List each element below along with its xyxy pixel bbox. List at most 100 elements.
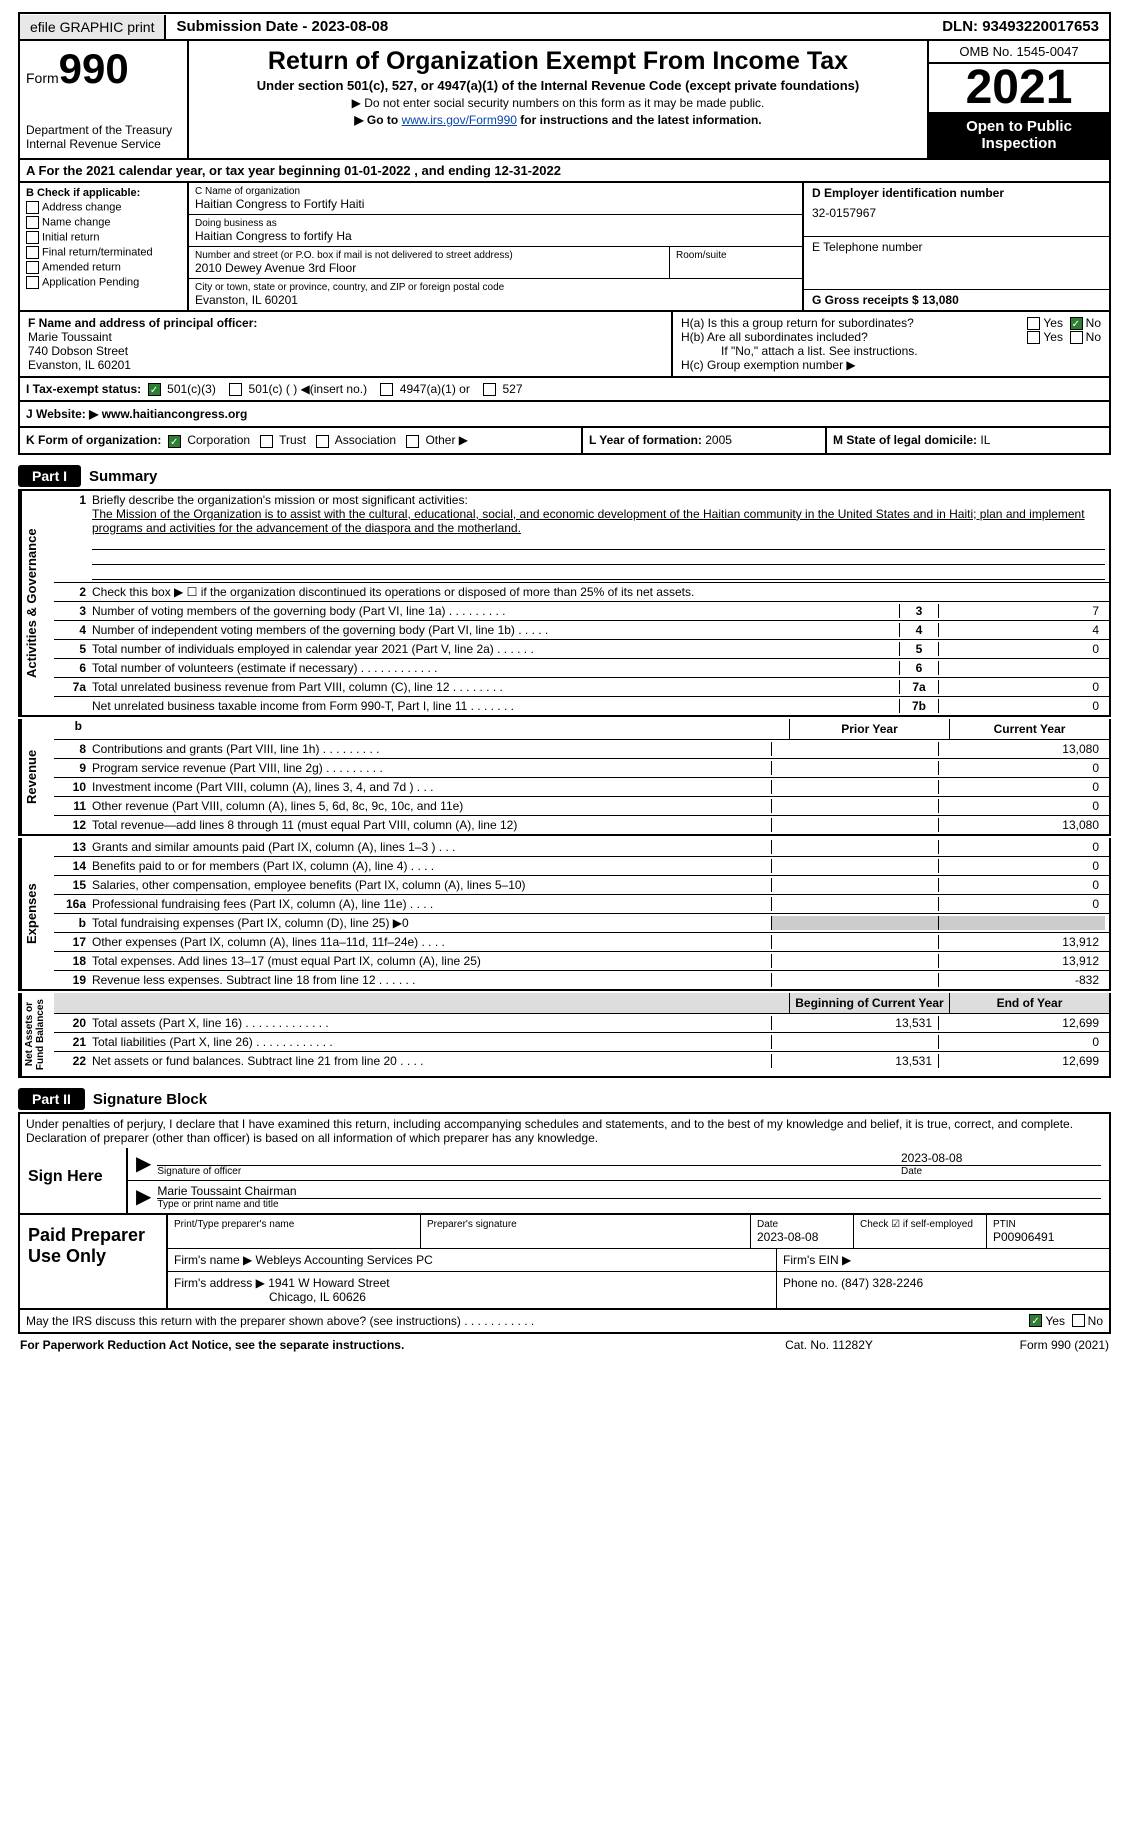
officer-group-block: F Name and address of principal officer:…: [18, 312, 1111, 378]
tax-exempt-status: I Tax-exempt status: 501(c)(3) 501(c) ( …: [18, 378, 1111, 402]
line-9: 9Program service revenue (Part VIII, lin…: [54, 759, 1109, 778]
hb-note: If "No," attach a list. See instructions…: [681, 344, 1101, 358]
arrow-icon: ▶: [136, 1151, 151, 1177]
form-subtitle: Under section 501(c), 527, or 4947(a)(1)…: [199, 78, 917, 93]
org-form-checkbox[interactable]: [168, 435, 181, 448]
officer-addr1: 740 Dobson Street: [28, 344, 663, 358]
hc-line: H(c) Group exemption number ▶: [681, 358, 1101, 372]
ein-label: D Employer identification number: [812, 186, 1101, 200]
checkbox-final-return-terminated[interactable]: Final return/terminated: [26, 246, 181, 259]
discuss-no-checkbox[interactable]: [1072, 1314, 1085, 1327]
line-13: 13Grants and similar amounts paid (Part …: [54, 838, 1109, 857]
ha-line: H(a) Is this a group return for subordin…: [681, 316, 1101, 330]
dba-label: Doing business as: [195, 218, 796, 229]
form-of-org: K Form of organization: Corporation Trus…: [18, 428, 1111, 454]
ssn-notice: ▶ Do not enter social security numbers o…: [199, 96, 917, 110]
entity-block: B Check if applicable: Address change Nam…: [18, 183, 1111, 312]
street: 2010 Dewey Avenue 3rd Floor: [195, 261, 663, 275]
dba: Haitian Congress to fortify Ha: [195, 229, 796, 243]
checkbox-amended-return[interactable]: Amended return: [26, 261, 181, 274]
status-checkbox[interactable]: [229, 383, 242, 396]
city-label: City or town, state or province, country…: [195, 282, 796, 293]
line-16a: 16aProfessional fundraising fees (Part I…: [54, 895, 1109, 914]
signer-name: Marie Toussaint Chairman: [157, 1184, 1101, 1199]
open-to-public: Open to Public Inspection: [929, 112, 1109, 158]
ha-no-checkbox[interactable]: [1070, 317, 1083, 330]
firm-phone: (847) 328-2246: [841, 1276, 923, 1290]
org-name: Haitian Congress to Fortify Haiti: [195, 197, 796, 211]
line-19: 19Revenue less expenses. Subtract line 1…: [54, 971, 1109, 989]
tax-year-range: A For the 2021 calendar year, or tax yea…: [18, 160, 1111, 183]
part1-title: Summary: [89, 468, 157, 485]
line-15: 15Salaries, other compensation, employee…: [54, 876, 1109, 895]
org-form-checkbox[interactable]: [406, 435, 419, 448]
checkbox-name-change[interactable]: Name change: [26, 216, 181, 229]
hb-no-checkbox[interactable]: [1070, 331, 1083, 344]
ha-yes-checkbox[interactable]: [1027, 317, 1040, 330]
line-11: 11Other revenue (Part VIII, column (A), …: [54, 797, 1109, 816]
part1-bar: Part I: [18, 465, 81, 487]
line-14: 14Benefits paid to or for members (Part …: [54, 857, 1109, 876]
goto-link-line: ▶ Go to www.irs.gov/Form990 for instruct…: [199, 113, 917, 127]
line-12: 12Total revenue—add lines 8 through 11 (…: [54, 816, 1109, 834]
mission-text: The Mission of the Organization is to as…: [92, 507, 1105, 535]
penalties-text: Under penalties of perjury, I declare th…: [18, 1112, 1111, 1148]
line-6: 6Total number of volunteers (estimate if…: [54, 659, 1109, 678]
line-10: 10Investment income (Part VIII, column (…: [54, 778, 1109, 797]
checkbox-application-pending[interactable]: Application Pending: [26, 276, 181, 289]
discuss-yes-checkbox[interactable]: [1029, 1314, 1042, 1327]
line-20: 20Total assets (Part X, line 16) . . . .…: [54, 1014, 1109, 1033]
line-21: 21Total liabilities (Part X, line 26) . …: [54, 1033, 1109, 1052]
paid-preparer-block: Paid Preparer Use Only Print/Type prepar…: [18, 1215, 1111, 1310]
checkbox-initial-return[interactable]: Initial return: [26, 231, 181, 244]
gross-receipts: G Gross receipts $ 13,080: [812, 293, 959, 307]
hb-yes-checkbox[interactable]: [1027, 331, 1040, 344]
year-formation: L Year of formation: 2005: [581, 428, 825, 452]
status-checkbox[interactable]: [483, 383, 496, 396]
firm-name: Webleys Accounting Services PC: [256, 1253, 433, 1267]
discuss-with-preparer: May the IRS discuss this return with the…: [18, 1310, 1111, 1334]
hb-line: H(b) Are all subordinates included? Yes …: [681, 330, 1101, 344]
status-checkbox[interactable]: [148, 383, 161, 396]
line-8: 8Contributions and grants (Part VIII, li…: [54, 740, 1109, 759]
status-checkbox[interactable]: [380, 383, 393, 396]
page-footer: For Paperwork Reduction Act Notice, see …: [18, 1334, 1111, 1356]
line-7b: Net unrelated business taxable income fr…: [54, 697, 1109, 715]
topbar: efile GRAPHIC print Submission Date - 20…: [18, 12, 1111, 41]
summary-ag: Activities & Governance 1Briefly describ…: [18, 489, 1111, 717]
org-form-checkbox[interactable]: [260, 435, 273, 448]
summary-exp: Expenses 13Grants and similar amounts pa…: [18, 838, 1111, 991]
sign-here-block: Sign Here ▶ Signature of officer 2023-08…: [18, 1148, 1111, 1215]
line-b: bTotal fundraising expenses (Part IX, co…: [54, 914, 1109, 933]
line-22: 22Net assets or fund balances. Subtract …: [54, 1052, 1109, 1070]
efile-print-button[interactable]: efile GRAPHIC print: [20, 15, 166, 39]
line-3: 3Number of voting members of the governi…: [54, 602, 1109, 621]
vtab-netassets: Net Assets or Fund Balances: [20, 993, 54, 1076]
org-name-label: C Name of organization: [195, 186, 796, 197]
state-domicile: M State of legal domicile: IL: [825, 428, 1109, 452]
vtab-revenue: Revenue: [20, 719, 54, 834]
vtab-activities: Activities & Governance: [20, 491, 54, 715]
room-label: Room/suite: [676, 250, 796, 261]
telephone-label: E Telephone number: [812, 240, 1101, 254]
line-7a: 7aTotal unrelated business revenue from …: [54, 678, 1109, 697]
irs-link[interactable]: www.irs.gov/Form990: [402, 113, 517, 127]
officer-label: F Name and address of principal officer:: [28, 316, 663, 330]
checkbox-address-change[interactable]: Address change: [26, 201, 181, 214]
line-18: 18Total expenses. Add lines 13–17 (must …: [54, 952, 1109, 971]
vtab-expenses: Expenses: [20, 838, 54, 989]
form-title: Return of Organization Exempt From Incom…: [199, 47, 917, 76]
arrow-icon: ▶: [136, 1184, 151, 1210]
city: Evanston, IL 60201: [195, 293, 796, 307]
dln: DLN: 93493220017653: [932, 14, 1109, 39]
line-4: 4Number of independent voting members of…: [54, 621, 1109, 640]
tax-year: 2021: [929, 64, 1109, 112]
org-form-checkbox[interactable]: [316, 435, 329, 448]
section-b-label: B Check if applicable:: [26, 187, 181, 199]
website-row: J Website: ▶ www.haitiancongress.org: [18, 402, 1111, 428]
ein: 32-0157967: [812, 206, 1101, 220]
submission-date: Submission Date - 2023-08-08: [166, 14, 398, 39]
officer-name: Marie Toussaint: [28, 330, 663, 344]
officer-addr2: Evanston, IL 60201: [28, 358, 663, 372]
street-label: Number and street (or P.O. box if mail i…: [195, 250, 663, 261]
